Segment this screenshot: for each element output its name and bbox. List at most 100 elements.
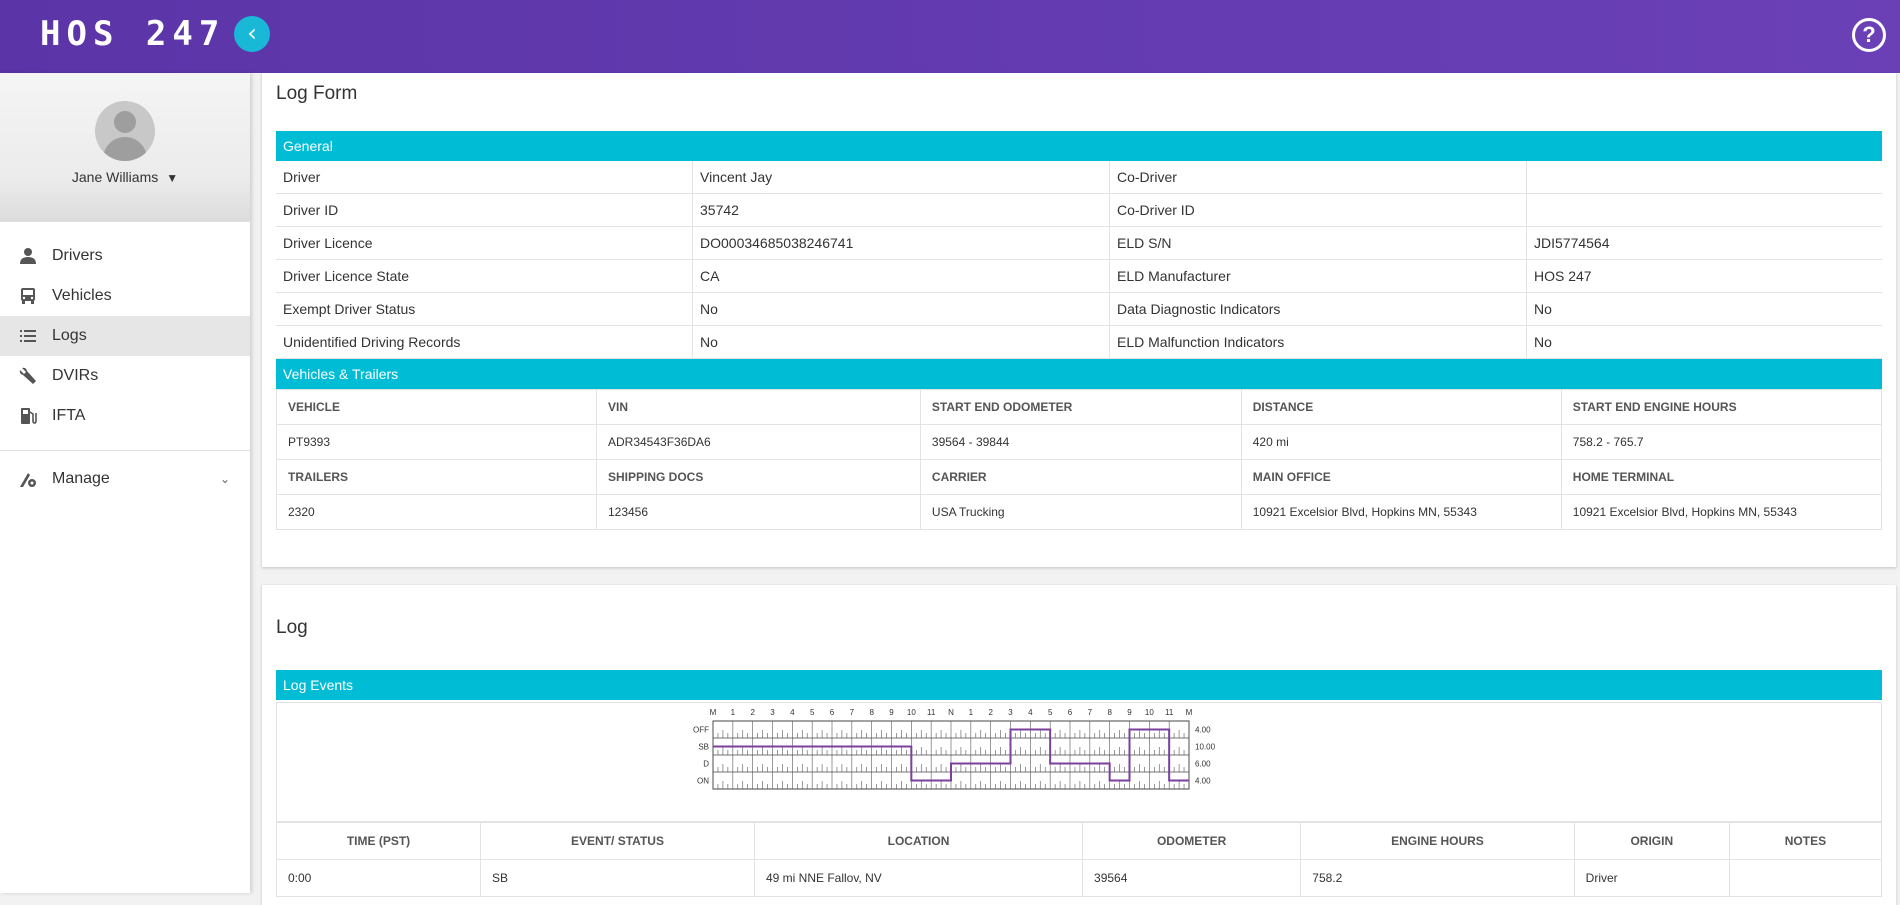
sidebar-item-vehicles[interactable]: Vehicles [0, 276, 250, 316]
field-label: ELD Malfunction Indicators [1109, 325, 1527, 359]
column-header: EVENT/ STATUS [480, 822, 755, 860]
hour-label: 7 [1088, 708, 1093, 717]
chevron-down-icon: ▼ [166, 171, 179, 185]
general-table: Driver Vincent Jay Co-Driver Driver ID 35742… [276, 161, 1882, 359]
user-menu[interactable]: Jane Williams ▼ [0, 169, 250, 185]
log-grid-graph: M 1 2 3 4 5 6 7 8 9 10 11 N 1 2 3 4 5 6 7 8 9 10 11 MOFFSBDON4.0… [693, 708, 1216, 790]
sidebar-item-label: Drivers [52, 247, 103, 264]
table-cell [1728, 859, 1883, 897]
sidebar-item-label: Logs [52, 327, 87, 344]
table-cell: PT9393 [276, 424, 597, 460]
status-total: 6.00 [1195, 760, 1211, 769]
table-cell: USA Trucking [919, 494, 1242, 530]
table-row: PT9393 ADR34543F36DA6 39564 - 39844 420 mi 7… [276, 424, 1883, 460]
page-title: Log Form [276, 83, 358, 104]
hour-label: 2 [750, 708, 755, 717]
table-cell: 420 mi [1240, 424, 1562, 460]
log-card: Log Log Events M 1 2 3 4 5 6 7 8 9 10 11 N 1 2 3 4 5 6 7 8 9 1… [262, 585, 1896, 905]
avatar[interactable] [95, 101, 155, 161]
table-header-row: TRAILERS SHIPPING DOCS CARRIER MAIN OFFICE H… [276, 459, 1883, 495]
hour-label: 1 [969, 708, 974, 717]
bus-icon [18, 286, 38, 306]
hour-label: 11 [927, 708, 936, 717]
field-label: Driver ID [276, 193, 693, 227]
field-label: Unidentified Driving Records [276, 325, 693, 359]
column-header: LOCATION [753, 822, 1084, 860]
sidebar-item-ifta[interactable]: IFTA [0, 396, 250, 436]
manage-tools-icon [18, 469, 38, 489]
hour-label: 4 [1028, 708, 1033, 717]
sidebar: Jane Williams ▼ Drivers Vehicles Logs D [0, 73, 250, 893]
table-cell: 10921 Excelsior Blvd, Hopkins MN, 55343 [1560, 494, 1883, 530]
field-label: Driver Licence State [276, 259, 693, 293]
sidebar-item-logs[interactable]: Logs [0, 316, 250, 356]
table-row: Driver ID 35742 Co-Driver ID [276, 193, 1882, 227]
table-cell: 2320 [276, 494, 597, 530]
table-row: Exempt Driver Status No Data Diagnostic In… [276, 292, 1882, 326]
hour-label: 6 [1068, 708, 1073, 717]
table-row: Unidentified Driving Records No ELD Malfun… [276, 325, 1882, 359]
column-header: START END ODOMETER [919, 389, 1242, 425]
hour-label: 3 [770, 708, 775, 717]
top-bar: HOS 247 ‹ ? [0, 0, 1900, 73]
table-cell: 39564 - 39844 [919, 424, 1242, 460]
hour-label: 6 [830, 708, 835, 717]
log-form-card: Log Form General Driver Vincent Jay Co-Dri… [262, 73, 1896, 567]
column-header: TIME (PST) [275, 822, 482, 860]
sidebar-item-label: DVIRs [52, 367, 99, 384]
field-value: No [1526, 325, 1882, 359]
field-value: No [692, 292, 1110, 326]
column-header: VIN [595, 389, 921, 425]
status-total: 4.00 [1195, 777, 1211, 786]
hour-label: 9 [1127, 708, 1132, 717]
table-row: 2320 123456 USA Trucking 10921 Excelsior Bl… [276, 494, 1883, 530]
general-section-header: General [276, 131, 1882, 161]
chevron-down-icon: ⌄ [219, 472, 230, 486]
sidebar-item-manage[interactable]: Manage ⌄ [0, 459, 250, 499]
table-cell: 39564 [1082, 859, 1302, 897]
hour-label: M [1186, 708, 1193, 717]
table-row: 0:00 SB 49 mi NNE Fallov, NV 39564 758.2 Driv… [275, 859, 1883, 897]
hour-label: 8 [869, 708, 874, 717]
table-cell: Driver [1573, 859, 1730, 897]
field-label: Co-Driver ID [1109, 193, 1527, 227]
table-cell: ADR34543F36DA6 [595, 424, 921, 460]
log-events-section-header: Log Events [276, 670, 1882, 700]
help-button[interactable]: ? [1852, 18, 1886, 52]
profile-panel: Jane Williams ▼ [0, 73, 250, 222]
log-events-table: TIME (PST) EVENT/ STATUS LOCATION ODOMETER E… [275, 822, 1883, 897]
field-value: Vincent Jay [692, 161, 1110, 194]
column-header: ENGINE HOURS [1300, 822, 1575, 860]
user-name: Jane Williams [71, 169, 159, 185]
table-header-row: VEHICLE VIN START END ODOMETER DISTANCE STAR… [276, 389, 1883, 425]
table-row: Driver Vincent Jay Co-Driver [276, 161, 1882, 194]
field-value: HOS 247 [1526, 259, 1882, 293]
hour-label: 2 [988, 708, 993, 717]
field-label: Driver Licence [276, 226, 693, 260]
column-header: ORIGIN [1573, 822, 1730, 860]
field-label: Driver [276, 161, 693, 194]
field-label: Co-Driver [1109, 161, 1527, 194]
column-header: HOME TERMINAL [1560, 459, 1883, 495]
field-label: Data Diagnostic Indicators [1109, 292, 1527, 326]
sidebar-item-dvirs[interactable]: DVIRs [0, 356, 250, 396]
sidebar-item-drivers[interactable]: Drivers [0, 236, 250, 276]
hour-label: 11 [1165, 708, 1174, 717]
fuel-icon [18, 406, 38, 426]
collapse-sidebar-button[interactable]: ‹ [234, 16, 270, 52]
column-header: VEHICLE [276, 389, 597, 425]
hour-label: 9 [889, 708, 894, 717]
sidebar-nav: Drivers Vehicles Logs DVIRs IFTA [0, 222, 250, 499]
duty-status-line [713, 728, 1189, 782]
field-label: ELD Manufacturer [1109, 259, 1527, 293]
status-label: SB [698, 743, 709, 752]
log-title: Log [276, 617, 308, 638]
app-logo[interactable]: HOS 247 [40, 14, 226, 54]
status-label: D [703, 760, 709, 769]
table-cell: SB [480, 859, 755, 897]
column-header: DISTANCE [1240, 389, 1562, 425]
hour-label: 4 [790, 708, 795, 717]
divider [0, 450, 250, 451]
status-total: 4.00 [1195, 726, 1211, 735]
field-value: CA [692, 259, 1110, 293]
